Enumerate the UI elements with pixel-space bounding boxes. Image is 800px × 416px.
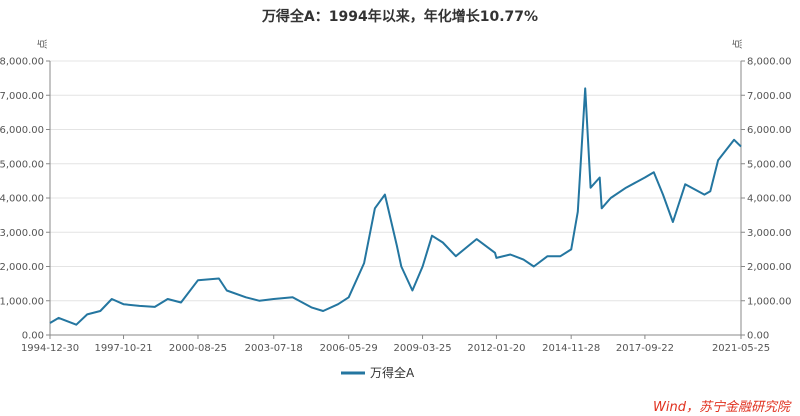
- y-tick-label-left: 2,000.00: [0, 262, 44, 273]
- y-tick-label-right: 5,000.00: [747, 159, 792, 170]
- y-tick-label-right: 6,000.00: [747, 125, 792, 136]
- x-tick-label: 1997-10-21: [94, 343, 152, 354]
- y-tick-label-right: 4,000.00: [747, 194, 792, 205]
- x-tick-label: 2003-07-18: [245, 343, 303, 354]
- y-tick-label-right: 7,000.00: [747, 91, 792, 102]
- y-tick-label-right: 1,000.00: [747, 296, 792, 307]
- legend-label: 万得全A: [370, 365, 415, 380]
- y-tick-label-left: 6,000.00: [0, 125, 44, 136]
- x-tick-label: 2012-01-20: [467, 343, 525, 354]
- x-tick-label: 2000-08-25: [169, 343, 227, 354]
- y-tick-label-left: 7,000.00: [0, 91, 44, 102]
- y-tick-label-right: 2,000.00: [747, 262, 792, 273]
- y-unit-right: 点: [732, 39, 744, 49]
- y-tick-label-left: 1,000.00: [0, 296, 44, 307]
- y-unit-left: 点: [37, 39, 49, 49]
- y-tick-label-left: 5,000.00: [0, 159, 44, 170]
- chart-title: 万得全A：1994年以来，年化增长10.77%: [261, 8, 538, 25]
- y-tick-label-left: 3,000.00: [0, 228, 44, 239]
- y-tick-label-left: 8,000.00: [0, 57, 44, 68]
- series-line: [49, 87, 742, 326]
- x-tick-label: 1994-12-30: [21, 343, 79, 354]
- x-tick-label: 2017-09-22: [616, 343, 674, 354]
- y-tick-label-left: 4,000.00: [0, 194, 44, 205]
- y-tick-label-right: 0.00: [747, 331, 769, 342]
- x-tick-label: 2014-11-28: [542, 343, 600, 354]
- y-tick-label-left: 0.00: [22, 331, 44, 342]
- x-tick-label: 2006-05-29: [320, 343, 378, 354]
- y-tick-label-right: 3,000.00: [747, 228, 792, 239]
- x-tick-label: 2021-05-25: [712, 343, 770, 354]
- y-tick-label-right: 8,000.00: [747, 57, 792, 68]
- source-note: Wind，苏宁金融研究院: [653, 399, 792, 415]
- x-tick-label: 2009-03-25: [393, 343, 451, 354]
